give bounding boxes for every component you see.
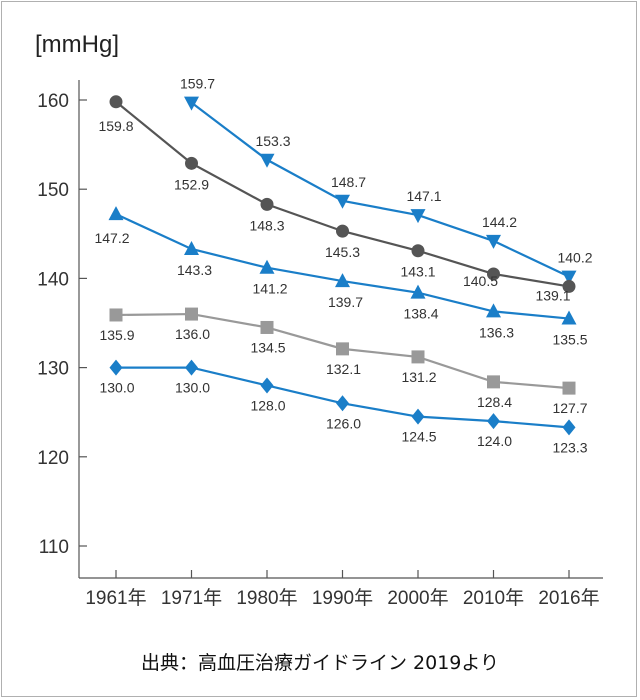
x-tick-label: 1961年 — [85, 587, 146, 609]
triangle-up-marker — [335, 273, 350, 288]
data-label: 135.9 — [99, 327, 134, 343]
y-tick-label: 120 — [37, 448, 69, 469]
circle-marker — [260, 197, 274, 211]
source-note: 出典：高血圧治療ガイドライン 2019より — [140, 652, 499, 674]
data-label: 159.7 — [180, 76, 215, 92]
data-label: 153.3 — [255, 133, 290, 149]
diamond-marker — [411, 408, 425, 425]
diamond-marker — [487, 413, 500, 430]
data-label: 140.2 — [557, 250, 592, 266]
series-line — [190, 101, 570, 278]
diamond-marker — [109, 359, 123, 376]
data-label: 128.0 — [250, 397, 285, 413]
triangle-down-marker — [259, 153, 275, 168]
circle-marker — [336, 224, 349, 238]
line-chart: [mmHg] 110 120 130 140 150 160 1961年 1971年 1980… — [35, 31, 603, 609]
data-label: 139.7 — [328, 294, 363, 310]
data-label: 143.3 — [177, 262, 212, 278]
diamond-marker — [336, 395, 349, 412]
data-label: 124.5 — [401, 429, 436, 445]
circle-marker — [185, 156, 198, 170]
data-label: 132.1 — [326, 361, 361, 377]
y-tick-label: 160 — [37, 91, 69, 112]
data-label: 130.0 — [99, 380, 134, 396]
triangle-up-marker — [184, 240, 199, 255]
x-tick-label: 1990年 — [312, 587, 373, 609]
y-tick-label: 110 — [39, 537, 69, 558]
data-label: 138.4 — [403, 306, 438, 322]
data-label: 131.2 — [401, 369, 436, 385]
data-label: 147.1 — [406, 188, 441, 204]
data-label: 148.3 — [249, 217, 284, 233]
triangle-down-marker — [486, 234, 501, 249]
data-label: 148.7 — [331, 174, 366, 190]
x-tick-label: 2000年 — [387, 587, 448, 609]
data-label: 124.0 — [477, 433, 512, 449]
square-marker — [487, 375, 500, 389]
triangle-up-marker — [486, 303, 501, 318]
diamond-marker — [562, 419, 576, 436]
triangle-up-marker — [259, 259, 275, 274]
square-marker — [411, 350, 425, 364]
data-label: 123.3 — [552, 439, 587, 455]
data-label: 139.1 — [535, 287, 570, 303]
square-marker — [336, 342, 349, 356]
x-tick-label: 2010年 — [463, 587, 524, 609]
x-tick-label: 1971年 — [161, 587, 222, 609]
data-label: 136.0 — [175, 326, 210, 342]
y-axis-unit-label: [mmHg] — [35, 31, 119, 58]
data-label: 134.5 — [250, 339, 285, 355]
triangle-up-marker — [561, 310, 577, 325]
circle-marker — [487, 267, 500, 281]
data-label: 127.7 — [552, 400, 587, 416]
square-marker — [562, 381, 576, 395]
y-tick-label: 140 — [37, 269, 69, 290]
triangle-down-marker — [410, 209, 426, 224]
square-marker — [260, 320, 274, 334]
data-label: 145.3 — [325, 244, 360, 260]
triangle-down-marker — [561, 270, 577, 285]
data-label: 147.2 — [94, 230, 129, 246]
triangle-down-marker — [335, 194, 350, 209]
circle-marker — [109, 95, 123, 109]
x-tick-label: 2016年 — [538, 587, 599, 609]
triangle-down-marker — [184, 96, 199, 111]
square-marker — [185, 307, 198, 321]
diamond-marker — [260, 377, 274, 394]
circle-marker — [562, 279, 576, 293]
data-label: 136.3 — [479, 324, 514, 340]
data-label: 135.5 — [552, 332, 587, 348]
triangle-up-marker — [108, 206, 124, 221]
data-label: 144.2 — [482, 214, 517, 230]
triangle-up-marker — [410, 284, 426, 299]
data-label: 130.0 — [175, 380, 210, 396]
circle-marker — [411, 244, 425, 258]
y-tick-label: 130 — [37, 359, 69, 380]
data-label: 152.9 — [174, 176, 209, 192]
y-tick-label: 150 — [37, 180, 69, 201]
data-label: 159.8 — [98, 118, 133, 134]
data-label: 141.2 — [252, 281, 287, 297]
square-marker — [109, 308, 123, 322]
data-label: 140.5 — [463, 273, 498, 289]
data-label: 128.4 — [477, 394, 512, 410]
data-label: 126.0 — [326, 415, 361, 431]
data-label: 143.1 — [400, 264, 435, 280]
diamond-marker — [185, 359, 198, 376]
x-tick-label: 1980年 — [236, 587, 297, 609]
